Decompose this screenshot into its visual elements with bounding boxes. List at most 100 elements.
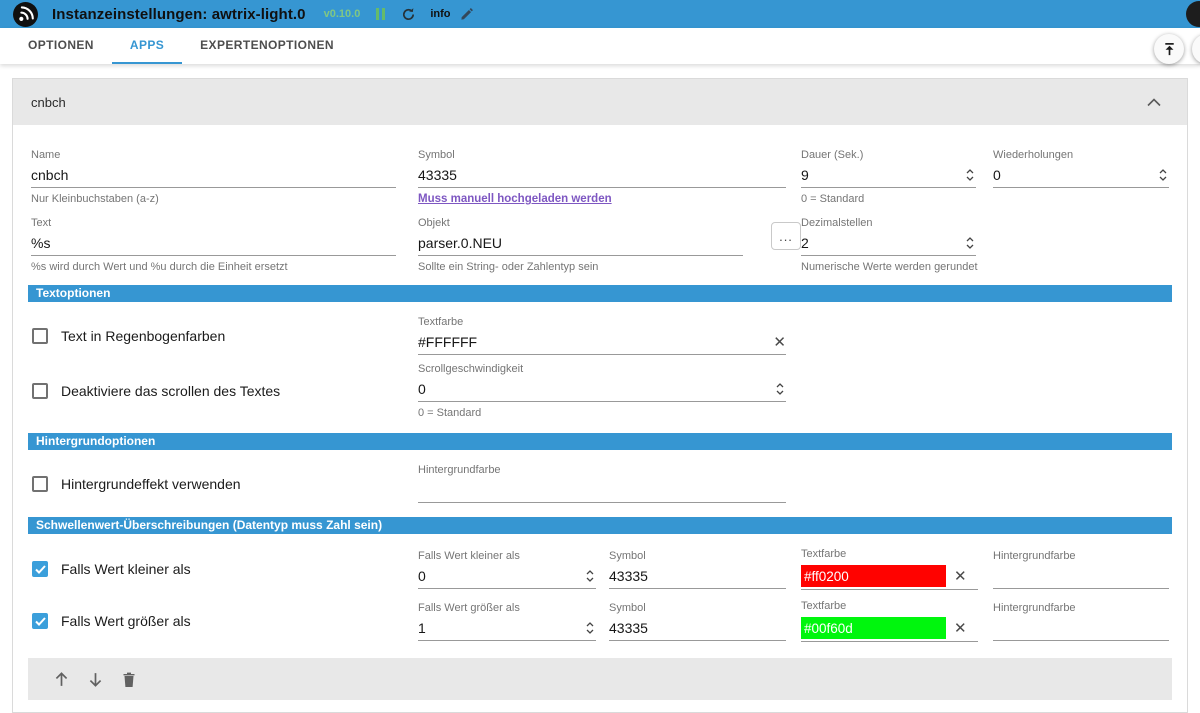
threshold-upper-row: Falls Wert größer als Falls Wert größer … [31, 600, 1172, 642]
duration-input[interactable]: 9 [801, 166, 976, 188]
upper-checkbox-label: Falls Wert größer als [61, 613, 191, 629]
symbol-input[interactable]: 43335 [418, 166, 786, 188]
edit-icon[interactable] [460, 7, 474, 21]
upload-link[interactable]: Muss manuell hochgeladen werden [418, 193, 612, 205]
bg-color-input[interactable] [418, 481, 786, 503]
arrow-down-icon [87, 671, 104, 688]
repeats-field: Wiederholungen 0 [993, 149, 1172, 207]
symbol-field: Symbol 43335 Muss manuell hochgeladen we… [418, 149, 801, 207]
decimals-field: Dezimalstellen 2 Numerische Werte werden… [801, 217, 993, 273]
text-color-input[interactable]: #FFFFFF ✕ [418, 333, 786, 355]
decimals-input[interactable]: 2 [801, 234, 976, 256]
name-input[interactable]: cnbch [31, 166, 396, 188]
object-label: Objekt [418, 217, 759, 229]
scroll-speed-helper: 0 = Standard [418, 407, 801, 419]
upper-checkbox[interactable] [32, 613, 48, 629]
text-input[interactable]: %s [31, 234, 396, 256]
clear-icon[interactable]: ✕ [954, 569, 967, 584]
lower-bg-color-input[interactable] [993, 567, 1169, 589]
text-label: Text [31, 217, 418, 229]
upper-bg-color-input[interactable] [993, 619, 1169, 641]
name-helper: Nur Kleinbuchstaben (a-z) [31, 193, 418, 205]
app-name-title: cnbch [31, 95, 66, 110]
check-icon [35, 565, 46, 574]
upper-value-input[interactable]: 1 [418, 619, 596, 641]
tab-apps[interactable]: APPS [112, 28, 182, 64]
move-down-button[interactable] [82, 666, 108, 692]
lower-symbol-field: Symbol 43335 [609, 550, 801, 589]
clear-icon[interactable]: ✕ [954, 621, 967, 636]
upper-symbol-field: Symbol 43335 [609, 602, 801, 641]
decimals-label: Dezimalstellen [801, 217, 993, 229]
upper-value-stepper[interactable] [586, 621, 594, 635]
page-title: Instanzeinstellungen: awtrix-light.0 [52, 6, 306, 23]
scroll-to-top-button[interactable] [1154, 34, 1184, 64]
lower-checkbox-row: Falls Wert kleiner als [32, 561, 418, 577]
clear-icon[interactable]: ✕ [773, 335, 786, 350]
object-helper: Sollte ein String- oder Zahlentyp sein [418, 261, 801, 273]
decimals-helper: Numerische Werte werden gerundet [801, 261, 993, 273]
repeats-input[interactable]: 0 [993, 166, 1169, 188]
scroll-speed-field: Scrollgeschwindigkeit 0 0 = Standard [418, 363, 801, 419]
duration-field: Dauer (Sek.) 9 0 = Standard [801, 149, 993, 207]
noscroll-checkbox-row: Deaktiviere das scrollen des Textes [32, 383, 418, 399]
arrow-up-icon [53, 671, 70, 688]
bg-effect-checkbox[interactable] [32, 476, 48, 492]
pause-instance-button[interactable] [376, 8, 385, 20]
bg-effect-checkbox-label: Hintergrundeffekt verwenden [61, 476, 241, 492]
repeats-stepper[interactable] [1159, 168, 1167, 182]
chevron-up-icon [1147, 98, 1161, 107]
upper-text-color-input[interactable]: #00f60d ✕ [801, 617, 978, 642]
object-picker-button[interactable]: ... [771, 222, 801, 250]
info-link[interactable]: info [430, 8, 450, 20]
decimals-stepper[interactable] [966, 236, 974, 250]
app-form: Name cnbch Nur Kleinbuchstaben (a-z) Sym… [13, 125, 1187, 712]
lower-value-input[interactable]: 0 [418, 567, 596, 589]
rainbow-checkbox-row: Text in Regenbogenfarben [32, 328, 418, 344]
tab-optionen[interactable]: OPTIONEN [10, 28, 112, 64]
esp-logo-icon [13, 2, 38, 27]
threshold-lower-row: Falls Wert kleiner als Falls Wert kleine… [31, 548, 1172, 590]
app-toolbar [28, 658, 1172, 700]
object-field: Objekt parser.0.NEU ... Sollte ein Strin… [418, 217, 801, 273]
instance-version: v0.10.0 [324, 8, 361, 20]
refresh-icon[interactable] [401, 7, 416, 22]
object-input[interactable]: parser.0.NEU [418, 234, 743, 256]
bg-color-field: Hintergrundfarbe [418, 464, 801, 503]
accordion-header[interactable]: cnbch [13, 79, 1187, 125]
section-text-options: Textoptionen [28, 285, 1172, 302]
lower-value-field: Falls Wert kleiner als 0 [418, 550, 609, 589]
symbol-label: Symbol [418, 149, 801, 161]
noscroll-checkbox-label: Deaktiviere das scrollen des Textes [61, 383, 280, 399]
lower-value-stepper[interactable] [586, 569, 594, 583]
scroll-speed-input[interactable]: 0 [418, 380, 786, 402]
lower-text-color-input[interactable]: #ff0200 ✕ [801, 565, 978, 590]
upper-bg-color-field: Hintergrundfarbe [993, 602, 1184, 641]
text-color-label: Textfarbe [418, 316, 801, 328]
text-color-field: Textfarbe #FFFFFF ✕ [418, 316, 801, 355]
upper-symbol-input[interactable]: 43335 [609, 619, 786, 641]
lower-symbol-input[interactable]: 43335 [609, 567, 786, 589]
bg-effect-checkbox-row: Hintergrundeffekt verwenden [32, 476, 418, 492]
text-helper: %s wird durch Wert und %u durch die Einh… [31, 261, 418, 273]
lower-checkbox-label: Falls Wert kleiner als [61, 561, 191, 577]
name-label: Name [31, 149, 418, 161]
color-swatch[interactable]: #ff0200 [801, 565, 946, 587]
delete-app-button[interactable] [116, 666, 142, 692]
scroll-speed-label: Scrollgeschwindigkeit [418, 363, 801, 375]
header-corner-button[interactable] [1186, 1, 1200, 27]
repeats-label: Wiederholungen [993, 149, 1172, 161]
tab-expertenoptionen[interactable]: EXPERTENOPTIONEN [182, 28, 352, 64]
noscroll-checkbox[interactable] [32, 383, 48, 399]
move-up-button[interactable] [48, 666, 74, 692]
lower-checkbox[interactable] [32, 561, 48, 577]
arrow-up-to-bar-icon [1162, 42, 1177, 57]
section-background-options: Hintergrundoptionen [28, 433, 1172, 450]
text-field: Text %s %s wird durch Wert und %u durch … [31, 217, 418, 273]
color-swatch[interactable]: #00f60d [801, 617, 946, 639]
scroll-speed-stepper[interactable] [776, 382, 784, 396]
bg-color-label: Hintergrundfarbe [418, 464, 801, 476]
lower-bg-color-field: Hintergrundfarbe [993, 550, 1184, 589]
duration-stepper[interactable] [966, 168, 974, 182]
rainbow-checkbox[interactable] [32, 328, 48, 344]
